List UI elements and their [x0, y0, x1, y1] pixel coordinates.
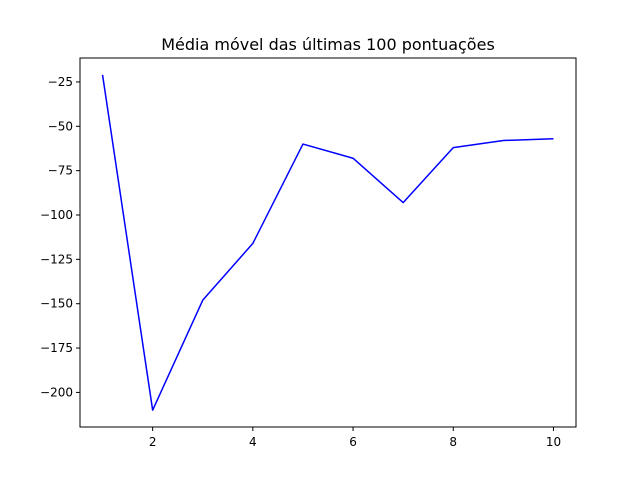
y-tick-label: −200 [40, 385, 73, 399]
x-tick-label: 8 [449, 435, 457, 449]
y-axis: −25 −50 −75 −100 −125 −150 −175 −200 [40, 75, 80, 399]
x-axis: 2 4 6 8 10 [149, 427, 561, 449]
y-tick-label: −125 [40, 252, 73, 266]
y-tick-label: −75 [48, 164, 73, 178]
y-tick-label: −25 [48, 75, 73, 89]
x-tick-label: 2 [149, 435, 157, 449]
axes-frame [79, 57, 577, 428]
y-tick-label: −150 [40, 297, 73, 311]
x-tick-label: 4 [249, 435, 257, 449]
y-tick-label: −175 [40, 341, 73, 355]
x-tick-label: 6 [349, 435, 357, 449]
chart-title: Média móvel das últimas 100 pontuações [161, 35, 495, 54]
x-tick-label: 10 [546, 435, 561, 449]
plot-area: 2 4 6 8 10 −25 −50 −75 −100 −125 −150 −175 −200 [40, 57, 577, 449]
y-tick-label: −50 [48, 119, 73, 133]
series-line [101, 74, 554, 411]
series-group [101, 74, 554, 411]
y-tick-label: −100 [40, 208, 73, 222]
